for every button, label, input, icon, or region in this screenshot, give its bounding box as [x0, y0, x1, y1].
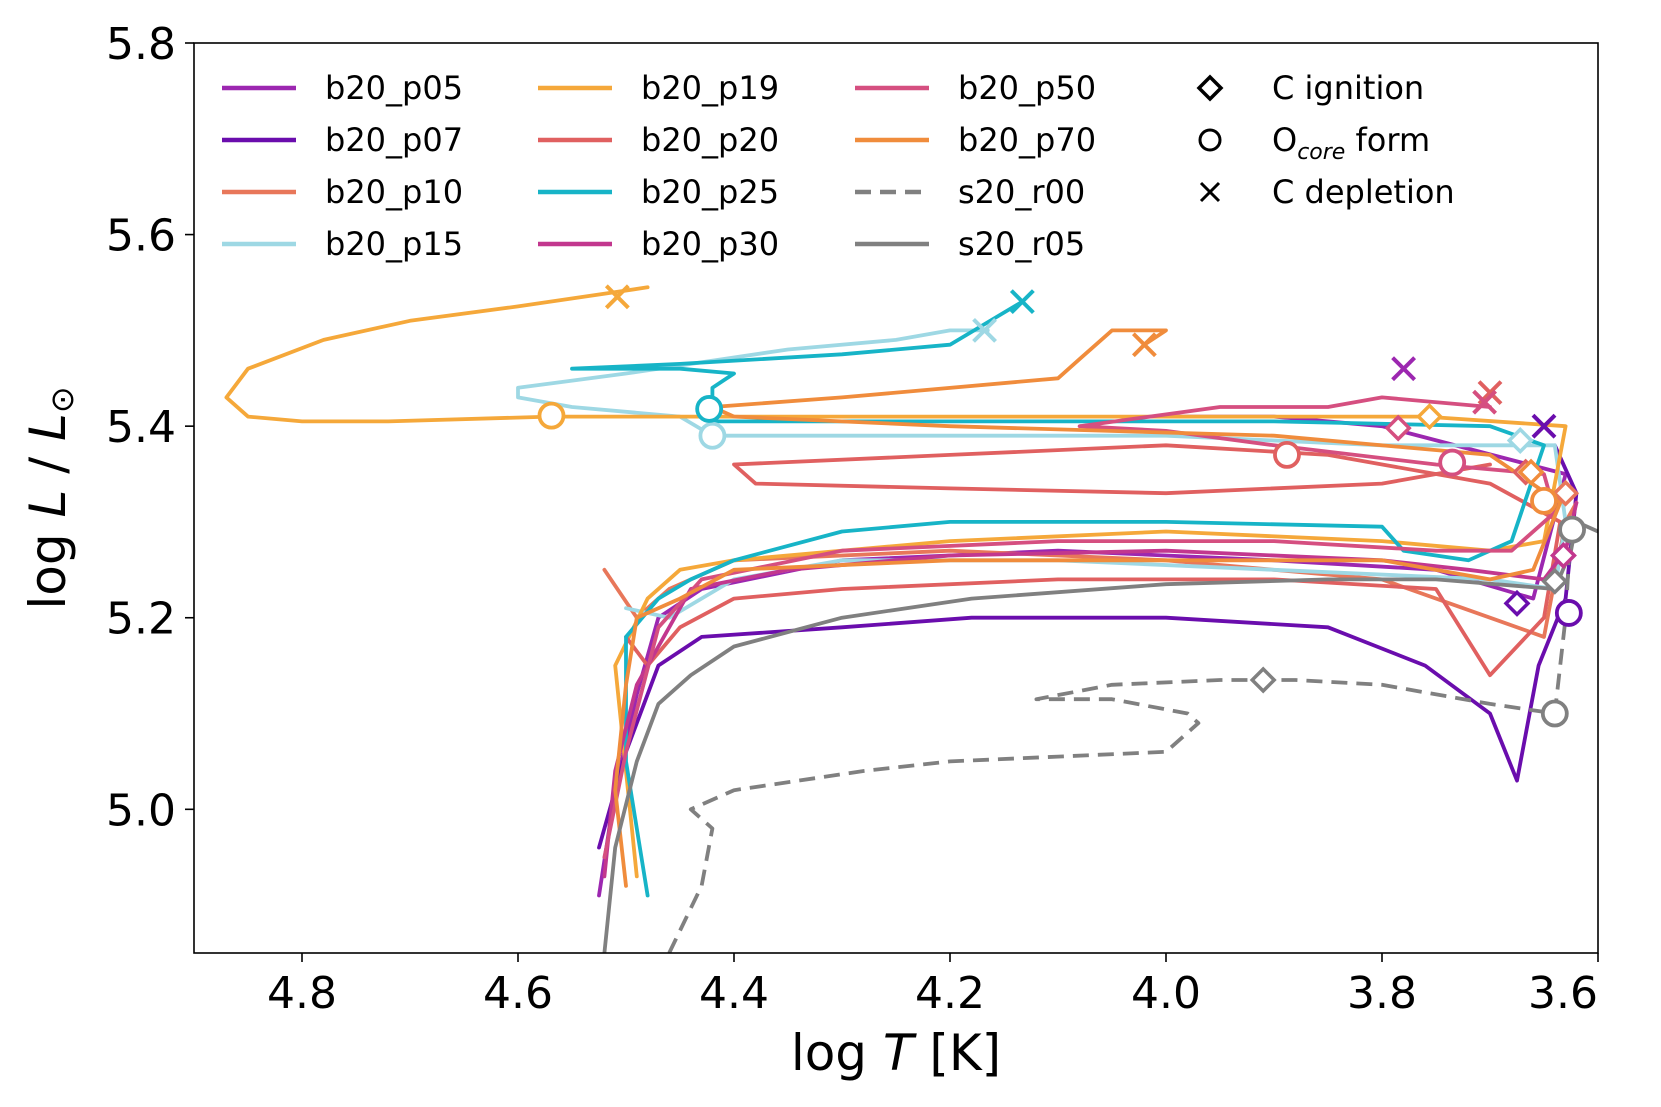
legend-label: b20_p10: [325, 173, 463, 211]
x-tick-label: 3.8: [1347, 968, 1417, 1019]
c-ignition-marker-b20-p15: [1506, 427, 1534, 455]
c-ignition-marker-s20-r00: [1249, 666, 1277, 694]
legend-item-b20-p50: b20_p50: [855, 69, 1096, 107]
c-ignition-marker-s20-r05: [1541, 567, 1569, 595]
o-core-form-marker-b20-p07: [1554, 599, 1583, 627]
legend-item-s20-r00: s20_r00: [855, 173, 1085, 211]
legend-item-b20-p19: b20_p19: [538, 69, 779, 107]
legend-marker-item-x: C depletion: [1199, 173, 1455, 211]
legend-marker-item-diamond: C ignition: [1196, 69, 1424, 107]
ticks-layer: 4.8 4.6 4.4 4.2 4.0 3.8 3.6 5.0 5.2 5.4 5.6 5.8: [106, 19, 1599, 1019]
legend-label: s20_r00: [958, 173, 1085, 211]
legend-marker-label: Ocore form: [1272, 121, 1430, 165]
x-tick-label: 4.4: [699, 968, 769, 1019]
c-ignition-marker-b20-p30: [1549, 541, 1577, 569]
legend-marker-label: C ignition: [1272, 69, 1424, 107]
c-ignition-marker-b20-p70: [1517, 458, 1545, 486]
legend-item-b20-p30: b20_p30: [538, 225, 779, 263]
legend-label: b20_p20: [641, 121, 779, 159]
o-core-form-marker-b20-p70: [1530, 486, 1558, 515]
x-tick-label: 4.6: [483, 968, 553, 1019]
legend-diamond-icon: [1196, 74, 1224, 102]
legend-item-b20-p25: b20_p25: [538, 173, 779, 211]
legend-label: s20_r05: [958, 225, 1085, 263]
c-depletion-marker-b20-p15: [972, 317, 997, 343]
series-line-b20-p20: [624, 443, 1563, 678]
legend-label: b20_p30: [641, 225, 779, 263]
o-core-form-marker-b20-p19: [537, 401, 566, 430]
x-tick-label: 4.2: [915, 968, 985, 1019]
series-line-b20-p25: [570, 299, 1546, 898]
y-axis-title: log L / L⊙: [19, 386, 81, 609]
y-tick-label: 5.6: [106, 211, 176, 262]
o-core-form-marker-s20-r05: [1558, 515, 1586, 544]
c-depletion-marker-b20-p50: [1472, 389, 1498, 415]
legend-label: b20_p07: [325, 121, 463, 159]
x-tick-label: 4.0: [1131, 968, 1201, 1019]
c-ignition-marker-b20-p19: [1416, 403, 1443, 431]
legend-label: b20_p70: [958, 121, 1096, 159]
series-line-s20-r00: [667, 521, 1573, 953]
series-line-b20-p07: [597, 443, 1579, 850]
marker-layer: [537, 284, 1586, 728]
series-line-b20-p05: [597, 414, 1568, 898]
c-depletion-marker-b20-p07: [1531, 413, 1557, 439]
c-ignition-marker-b20-p07: [1503, 589, 1531, 617]
series-layer: [224, 285, 1598, 953]
legend-item-b20-p10: b20_p10: [222, 173, 463, 211]
c-depletion-marker-b20-p05: [1391, 356, 1417, 382]
series-line-s20-r05: [602, 520, 1598, 953]
legend-label: b20_p25: [641, 173, 779, 211]
legend-item-s20-r05: s20_r05: [855, 225, 1085, 263]
legend-label: b20_p50: [958, 69, 1096, 107]
o-core-form-marker-b20-p25: [695, 395, 724, 423]
y-tick-label: 5.0: [106, 785, 176, 836]
c-ignition-marker-b20-p10: [1552, 479, 1580, 507]
x-tick-label: 4.8: [267, 968, 337, 1019]
legend-item-b20-p70: b20_p70: [855, 121, 1096, 159]
plot-frame: [193, 42, 1599, 954]
y-tick-label: 5.4: [106, 402, 176, 453]
c-ignition-marker-b20-p50: [1384, 414, 1412, 442]
y-tick-label: 5.8: [106, 19, 176, 70]
c-depletion-marker-b20-p19: [604, 284, 630, 310]
o-core-form-marker-b20-p15: [698, 421, 727, 450]
x-axis-title: log T [K]: [791, 1024, 1001, 1082]
o-core-form-marker-b20-p20: [1273, 440, 1301, 469]
legend-item-b20-p15: b20_p15: [222, 225, 463, 263]
series-line-b20-p19: [224, 285, 1568, 879]
legend-label: b20_p19: [641, 69, 779, 107]
y-tick-label: 5.2: [106, 594, 176, 645]
legend-marker-item-circle: Ocore form: [1198, 121, 1430, 165]
o-core-form-marker-s20-r00: [1540, 699, 1569, 728]
legend-cross-icon: [1199, 181, 1221, 203]
x-tick-label: 3.6: [1528, 968, 1598, 1019]
o-core-form-marker-b20-p50: [1438, 448, 1467, 477]
legend-label: b20_p05: [325, 69, 463, 107]
legend-circle-icon: [1198, 128, 1222, 152]
legend-label: b20_p15: [325, 225, 463, 263]
series-line-b20-p70: [613, 328, 1563, 888]
legend-marker-label: C depletion: [1272, 173, 1455, 211]
legend-item-b20-p05: b20_p05: [222, 69, 463, 107]
series-line-b20-p50: [602, 395, 1557, 860]
legend: b20_p05 b20_p07 b20_p10 b20_p15 b20_p19 b20_p…: [222, 69, 1455, 263]
c-depletion-marker-b20-p25: [1009, 289, 1035, 315]
legend-item-b20-p07: b20_p07: [222, 121, 463, 159]
c-depletion-marker-b20-p70: [1131, 332, 1157, 358]
legend-item-b20-p20: b20_p20: [538, 121, 779, 159]
